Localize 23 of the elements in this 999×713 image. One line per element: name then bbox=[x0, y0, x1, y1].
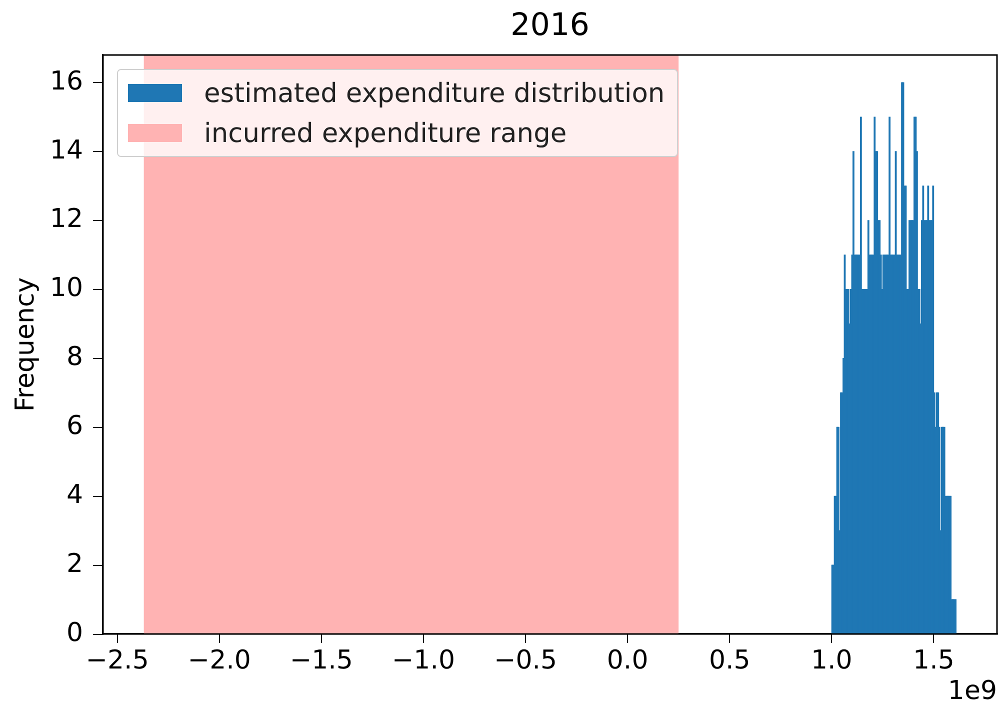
y-axis-title: Frequency bbox=[10, 277, 40, 412]
x-tick-label: −1.5 bbox=[290, 645, 353, 676]
y-tick-label: 2 bbox=[66, 548, 83, 579]
y-tick-label: 12 bbox=[50, 204, 83, 234]
y-tick-label: 4 bbox=[66, 480, 83, 510]
x-tick-label: 0.5 bbox=[708, 645, 750, 676]
chart-title: 2016 bbox=[510, 7, 590, 44]
y-tick-label: 8 bbox=[66, 342, 83, 372]
x-tick-label: −0.5 bbox=[494, 645, 558, 676]
legend-label: estimated expenditure distribution bbox=[204, 78, 665, 108]
y-tick-label: 10 bbox=[50, 273, 83, 304]
y-tick-label: 16 bbox=[50, 66, 83, 96]
y-tick-label: 0 bbox=[66, 618, 83, 648]
band-label: incurred expenditure range bbox=[204, 118, 567, 148]
x-tick-label: −2.0 bbox=[188, 645, 251, 676]
y-tick-label: 14 bbox=[50, 135, 83, 166]
text: 1e9 bbox=[948, 676, 997, 706]
x-tick-label: 1.0 bbox=[810, 645, 852, 676]
x-tick-label: −2.5 bbox=[86, 645, 149, 676]
x-tick-label: 0.0 bbox=[606, 645, 648, 676]
x-tick-label: 1.5 bbox=[913, 645, 954, 676]
x-tick-label: −1.0 bbox=[392, 645, 456, 676]
y-tick-label: 6 bbox=[66, 410, 83, 441]
